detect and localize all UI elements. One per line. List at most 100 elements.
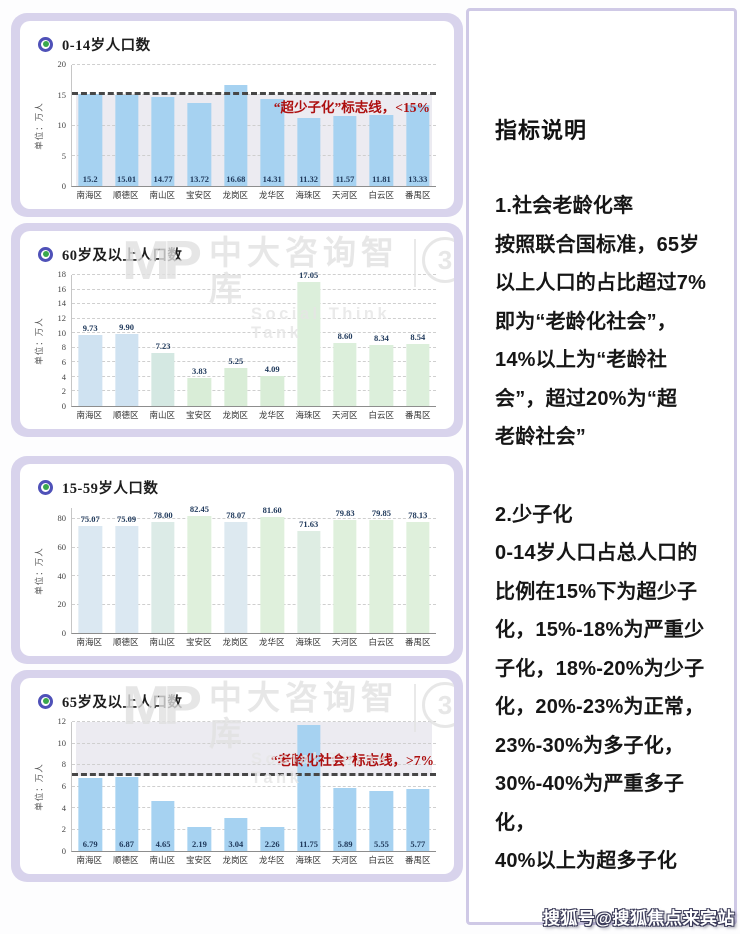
bar: [406, 105, 430, 186]
bullet-dot: [42, 41, 49, 47]
x-axis-label: 龙华区: [258, 190, 285, 200]
bar: [260, 99, 284, 186]
bar-value-label: 78.00: [153, 510, 173, 521]
chart-body: 单位：万人 0 20 40 60 80 75.07 75.09 78.00 82.45 78.0…: [30, 504, 440, 650]
y-axis-ticks: 0 20 40 60 80: [45, 508, 71, 638]
y-axis-tick: 8: [61, 342, 66, 353]
x-axis-label: 龙岗区: [222, 190, 248, 200]
x-axis-label: 南海区: [76, 637, 102, 647]
panel-heading: 指标说明: [495, 118, 588, 143]
sohu-watermark: 搜狐号@搜狐焦点来宾站: [542, 909, 735, 928]
bar-value-label: 7.23: [155, 341, 171, 352]
bar-value-label: 2.26: [264, 839, 280, 849]
x-axis-label: 龙华区: [258, 855, 285, 865]
x-axis-label: 宝安区: [185, 637, 212, 647]
x-axis-label: 白云区: [368, 637, 394, 647]
bar: [406, 343, 430, 406]
bar: [224, 85, 248, 186]
bar: [151, 801, 175, 851]
x-axis-labels: 南海区 顺德区 南山区 宝安区 龙岗区 龙华区 海珠区 天河区 白云区 番禺区: [71, 187, 436, 203]
bar-cell: 5.77: [400, 722, 436, 851]
chart-title-bullet-icon: [38, 36, 53, 52]
x-axis-label: 天河区: [331, 190, 358, 200]
gridline: [72, 828, 436, 830]
x-axis-label: 顺德区: [112, 855, 139, 865]
y-axis-tick: 10: [57, 327, 67, 338]
panel-section-aging: 1.社会老龄化率 按照联合国标准，65岁 以上人口的占比超过7% 即为“老龄化社…: [495, 195, 707, 448]
x-axis-label: 宝安区: [185, 410, 212, 420]
x-axis-label: 龙岗区: [222, 410, 248, 420]
bar-value-label: 11.81: [372, 174, 391, 184]
bar: [187, 827, 212, 851]
bar-cell: 82.45: [181, 504, 217, 633]
x-axis-label: 南山区: [149, 190, 175, 200]
chart-title-row: 0-14岁人口数: [30, 33, 440, 55]
y-axis-tick: 10: [57, 737, 67, 748]
x-axis-label: 南山区: [149, 410, 175, 420]
gridline: [72, 546, 436, 548]
chart-card-inner: MP 中大咨询智库 Social Think Tank 3 65岁及以上人口数 …: [20, 678, 454, 874]
bar-value-label: 2.19: [191, 839, 207, 849]
gridline: [72, 274, 436, 275]
bar-cell: 3.04: [218, 722, 254, 851]
bar: [114, 333, 139, 406]
bar-cell: 9.73: [72, 275, 108, 406]
x-axis-label: 天河区: [331, 855, 358, 865]
x-axis-label: 天河区: [331, 637, 358, 647]
gridline: [72, 721, 436, 722]
bar-cell: 78.00: [145, 508, 181, 633]
threshold-line: [72, 92, 436, 96]
y-axis-tick: 0: [61, 401, 66, 411]
y-axis-tick: 0: [61, 181, 66, 191]
panel-section-low-birth: 2.少子化 0-14岁人口占总人口的 比例在15%下为超少子 化，15%-18%…: [495, 503, 705, 873]
gridline: [72, 124, 436, 126]
chart-title-row: 65岁及以上人口数: [30, 690, 440, 712]
chart-body: 单位：万人 0 5 10 15 20 15.2 15.01 14.77 13.72 16.68 1…: [30, 59, 440, 203]
chart-title: 65岁及以上人口数: [62, 694, 183, 711]
bar: [260, 826, 284, 851]
x-axis-label: 龙华区: [258, 637, 285, 647]
chart-title: 15-59岁人口数: [62, 480, 159, 497]
bar-value-label: 11.75: [299, 839, 318, 849]
bar-value-label: 9.90: [119, 321, 135, 332]
y-axis-tick: 15: [57, 89, 67, 100]
bar-cell: 7.23: [145, 275, 181, 406]
x-axis-labels: 南海区 顺德区 南山区 宝安区 龙岗区 龙华区 海珠区 天河区 白云区 番禺区: [71, 407, 436, 423]
bar: [296, 117, 321, 186]
bar-cell: 6.79: [72, 722, 108, 851]
x-axis-label: 南海区: [76, 190, 102, 200]
y-axis-tick: 80: [57, 513, 67, 524]
bar-cell: 78.07: [218, 508, 254, 633]
bar-cell: 5.55: [363, 722, 399, 851]
chart-card-65plus: MP 中大咨询智库 Social Think Tank 3 65岁及以上人口数 …: [11, 670, 463, 882]
bar: [296, 724, 321, 851]
bar-cell: 3.83: [181, 275, 217, 406]
bar: [114, 95, 139, 186]
gridline: [72, 518, 436, 520]
bar-value-label: 78.07: [226, 510, 246, 521]
x-axis-label: 龙岗区: [222, 637, 248, 647]
bar: [260, 376, 284, 406]
x-axis-label: 番禺区: [404, 855, 431, 865]
y-axis-tick: 20: [57, 599, 67, 610]
bar-value-label: 15.2: [82, 174, 98, 184]
bar-cell: 11.32: [290, 65, 326, 186]
bar-value-label: 11.32: [299, 174, 318, 184]
y-axis-tick: 2: [61, 824, 66, 835]
y-axis-unit-label: 单位：万人: [34, 547, 44, 595]
bar-value-label: 9.73: [82, 323, 98, 334]
bar-value-label: 4.09: [264, 364, 280, 375]
bar-value-label: 14.31: [262, 174, 282, 184]
x-axis-labels: 南海区 顺德区 南山区 宝安区 龙岗区 龙华区 海珠区 天河区 白云区 番禺区: [71, 852, 436, 868]
bar: [78, 526, 102, 633]
x-axis-label: 南海区: [76, 410, 102, 420]
y-axis-tick: 10: [57, 120, 67, 130]
bar-value-label: 8.60: [337, 331, 353, 342]
x-axis-label: 顺德区: [112, 410, 139, 420]
threshold-label: “超少子化”标志线，<15%: [273, 100, 430, 116]
bullet-dot: [42, 698, 49, 704]
y-axis-tick: 40: [57, 570, 67, 581]
y-axis-tick: 12: [57, 716, 67, 726]
threshold-line: [72, 772, 436, 776]
y-axis-tick: 5: [61, 150, 66, 161]
